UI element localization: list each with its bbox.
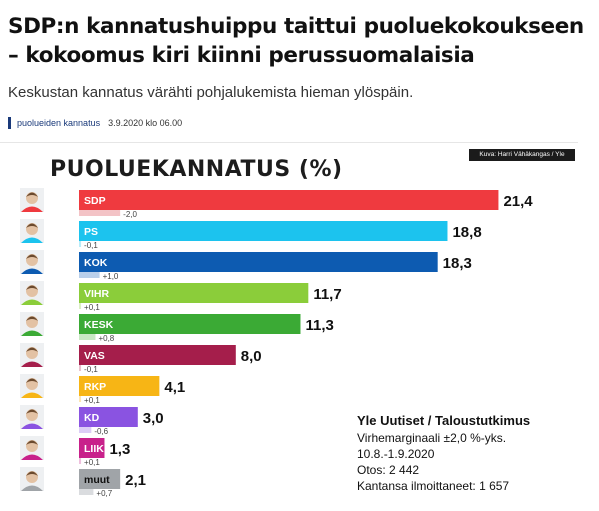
- party-label: SDP: [84, 195, 106, 207]
- change-bar: [79, 365, 82, 371]
- party-label: KESK: [84, 319, 114, 331]
- article-headline: SDP:n kannatushuippu taittui puoluekokou…: [8, 14, 584, 68]
- value-bar: [79, 376, 160, 396]
- party-label: PS: [84, 226, 98, 238]
- change-bar: [79, 210, 121, 216]
- change-label: +0,7: [96, 489, 112, 498]
- portrait-icon-sdp: [20, 188, 44, 212]
- change-label: +0,8: [98, 334, 114, 343]
- change-bar: [79, 489, 94, 495]
- source-line: Otos: 2 442: [357, 463, 420, 477]
- value-label: 11,7: [313, 286, 341, 303]
- change-label: +0,1: [84, 303, 100, 312]
- party-label: KD: [84, 412, 100, 424]
- value-label: 8,0: [241, 348, 262, 365]
- image-credit: Kuva: Harri Vähäkangas / Yle: [469, 149, 575, 161]
- change-bar: [79, 241, 82, 247]
- portrait-icon-vihr: [20, 281, 44, 305]
- article-tag-link[interactable]: puolueiden kannatus: [17, 118, 101, 128]
- change-label: +1,0: [103, 272, 119, 281]
- value-label: 2,1: [125, 472, 146, 489]
- value-label: 3,0: [143, 410, 164, 427]
- value-bar: [79, 314, 301, 334]
- change-label: +0,1: [84, 458, 100, 467]
- change-label: +0,1: [84, 396, 100, 405]
- portrait-icon-kok: [20, 250, 44, 274]
- value-bar: [79, 438, 105, 458]
- change-label: -0,1: [84, 365, 98, 374]
- change-bar: [79, 427, 92, 433]
- value-bar: [79, 283, 309, 303]
- value-label: 18,3: [443, 255, 472, 272]
- change-label: -2,0: [123, 210, 137, 219]
- value-bar: [79, 190, 499, 210]
- change-label: -0,6: [94, 427, 108, 436]
- chart-title: PUOLUEKANNATUS (%): [50, 157, 343, 182]
- value-bar: [79, 252, 438, 272]
- value-label: 4,1: [164, 379, 185, 396]
- change-bar: [79, 334, 96, 340]
- article-meta: puolueiden kannatus 3.9.2020 klo 06.00: [8, 116, 182, 130]
- portrait-icon-rkp: [20, 374, 44, 398]
- value-label: 11,3: [305, 317, 333, 334]
- party-label: LIIK: [84, 443, 104, 455]
- article-timestamp: 3.9.2020 klo 06.00: [108, 118, 183, 128]
- value-bar: [79, 345, 236, 365]
- change-bar: [79, 272, 100, 278]
- value-bar: [79, 469, 121, 489]
- article-subheadline: Keskustan kannatus värähti pohjalukemist…: [8, 84, 414, 101]
- party-label: KOK: [84, 257, 108, 269]
- party-label: VAS: [84, 350, 105, 362]
- portrait-icon-liik: [20, 436, 44, 460]
- change-bar: [79, 458, 82, 464]
- portrait-icon-kd: [20, 405, 44, 429]
- change-label: -0,1: [84, 241, 98, 250]
- source-line: Kantansa ilmoittaneet: 1 657: [357, 479, 510, 493]
- source-title: Yle Uutiset / Taloustutkimus: [357, 413, 531, 428]
- value-bar: [79, 407, 138, 427]
- party-label: RKP: [84, 381, 106, 393]
- portrait-icon-kesk: [20, 312, 44, 336]
- tag-marker: [8, 117, 11, 129]
- portrait-icon-muut: [20, 467, 44, 491]
- value-label: 21,4: [503, 193, 533, 210]
- value-label: 1,3: [109, 441, 130, 458]
- party-label: muut: [84, 474, 110, 486]
- value-bar: [79, 221, 448, 241]
- source-line: 10.8.-1.9.2020: [357, 447, 435, 461]
- portrait-icon-vas: [20, 343, 44, 367]
- source-block: Yle Uutiset / Taloustutkimus Virhemargin…: [357, 413, 530, 494]
- change-bar: [79, 303, 82, 309]
- party-label: VIHR: [84, 288, 110, 300]
- value-label: 18,8: [452, 224, 481, 241]
- source-line: Virhemarginaali ±2,0 %-yks.: [357, 431, 507, 445]
- portrait-icon-ps: [20, 219, 44, 243]
- change-bar: [79, 396, 82, 402]
